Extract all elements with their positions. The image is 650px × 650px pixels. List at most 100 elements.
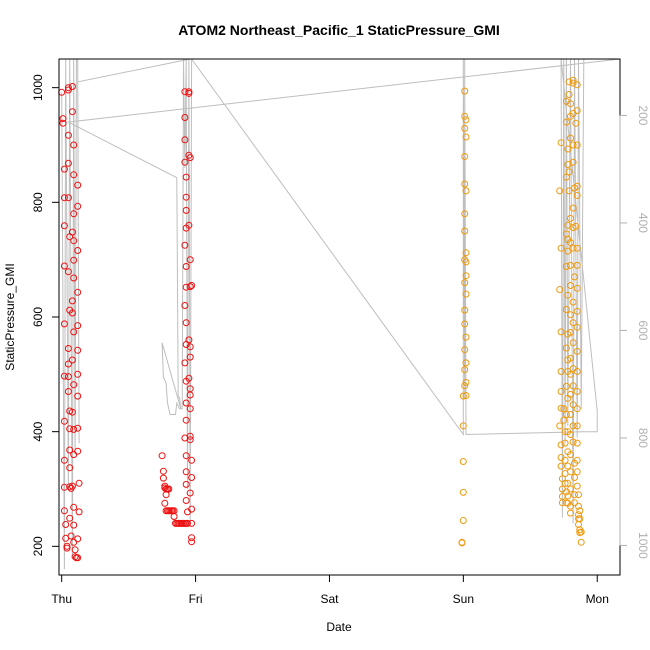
- data-point: [70, 274, 78, 282]
- data-point: [567, 134, 574, 142]
- data-point: [573, 347, 581, 355]
- series-2: [458, 76, 585, 547]
- data-point: [70, 425, 78, 433]
- data-point: [573, 323, 581, 331]
- data-point: [459, 392, 467, 400]
- data-point: [182, 399, 190, 407]
- data-point: [557, 368, 565, 375]
- data-point: [572, 119, 580, 127]
- y2-tick-label: 400: [636, 213, 650, 233]
- data-point: [64, 194, 72, 202]
- data-point: [68, 408, 76, 416]
- x-axis: Thu Fri Sat Sun Mon: [51, 574, 609, 606]
- data-point: [70, 503, 78, 511]
- data-point: [60, 262, 68, 270]
- data-point: [567, 311, 574, 319]
- data-point: [462, 392, 470, 399]
- data-point: [64, 373, 72, 381]
- data-point: [64, 131, 72, 139]
- data-point: [562, 118, 570, 126]
- data-point: [577, 538, 585, 546]
- data-point: [564, 462, 572, 470]
- data-point: [561, 456, 569, 464]
- y-axis-label: StaticPressure_GMI: [3, 263, 17, 370]
- data-point: [461, 112, 469, 120]
- y2-tick-label: 600: [636, 320, 650, 340]
- data-point: [558, 499, 566, 507]
- data-point: [461, 180, 469, 188]
- data-point: [569, 76, 577, 84]
- data-point: [462, 133, 470, 141]
- data-point: [567, 261, 574, 269]
- data-point: [564, 145, 572, 153]
- data-point: [182, 480, 190, 488]
- data-point: [573, 439, 581, 447]
- data-point: [573, 468, 581, 476]
- data-point: [188, 538, 196, 546]
- data-point: [571, 491, 578, 499]
- data-point: [461, 306, 469, 314]
- data-point: [70, 210, 78, 218]
- data-point: [567, 509, 574, 517]
- data-point: [562, 306, 570, 313]
- data-point: [184, 519, 191, 527]
- data-point: [462, 290, 470, 298]
- data-point: [64, 360, 72, 368]
- y2-tick-label: 800: [636, 428, 650, 448]
- data-point: [60, 483, 68, 491]
- data-point: [188, 534, 196, 542]
- data-point: [573, 388, 581, 395]
- data-point: [66, 446, 74, 454]
- data-point: [68, 482, 76, 490]
- data-point: [68, 83, 76, 90]
- data-point: [186, 256, 194, 264]
- data-point: [576, 515, 584, 523]
- data-point: [573, 422, 581, 430]
- data-point: [186, 405, 194, 413]
- data-point: [59, 115, 67, 123]
- data-point: [573, 261, 581, 269]
- data-point: [557, 388, 565, 395]
- x-axis-label: Date: [326, 620, 352, 634]
- data-point: [74, 247, 82, 254]
- data-point: [567, 431, 574, 438]
- y-tick-label: 400: [31, 421, 45, 441]
- data-point: [564, 247, 572, 255]
- data-point: [186, 432, 194, 440]
- series-1: [58, 83, 196, 562]
- data-point: [561, 439, 569, 447]
- data-point: [74, 447, 82, 455]
- data-point: [564, 291, 572, 299]
- data-point: [165, 485, 173, 493]
- data-point: [74, 181, 82, 189]
- data-point: [71, 546, 79, 554]
- data-point: [560, 405, 568, 413]
- data-point: [70, 141, 78, 149]
- data-point: [458, 539, 466, 547]
- data-point: [60, 194, 68, 202]
- y-tick-label: 800: [31, 192, 45, 212]
- x-tick-label: Thu: [51, 592, 72, 606]
- y2-axis: 200 400 600 800 1000: [619, 105, 650, 559]
- data-point: [68, 309, 76, 317]
- data-point: [569, 319, 577, 327]
- data-point: [74, 288, 82, 296]
- data-point: [182, 468, 190, 476]
- data-point: [70, 538, 78, 546]
- data-point: [461, 279, 469, 287]
- data-point: [66, 483, 74, 491]
- data-point: [576, 507, 584, 515]
- data-point: [162, 491, 170, 499]
- data-point: [74, 554, 82, 562]
- data-point: [70, 171, 78, 179]
- data-point: [70, 381, 78, 389]
- data-point: [560, 416, 568, 424]
- data-point: [573, 368, 581, 375]
- data-point: [462, 258, 470, 266]
- data-point: [572, 222, 580, 230]
- data-point: [181, 114, 189, 121]
- data-point: [565, 187, 573, 195]
- data-point: [567, 329, 574, 336]
